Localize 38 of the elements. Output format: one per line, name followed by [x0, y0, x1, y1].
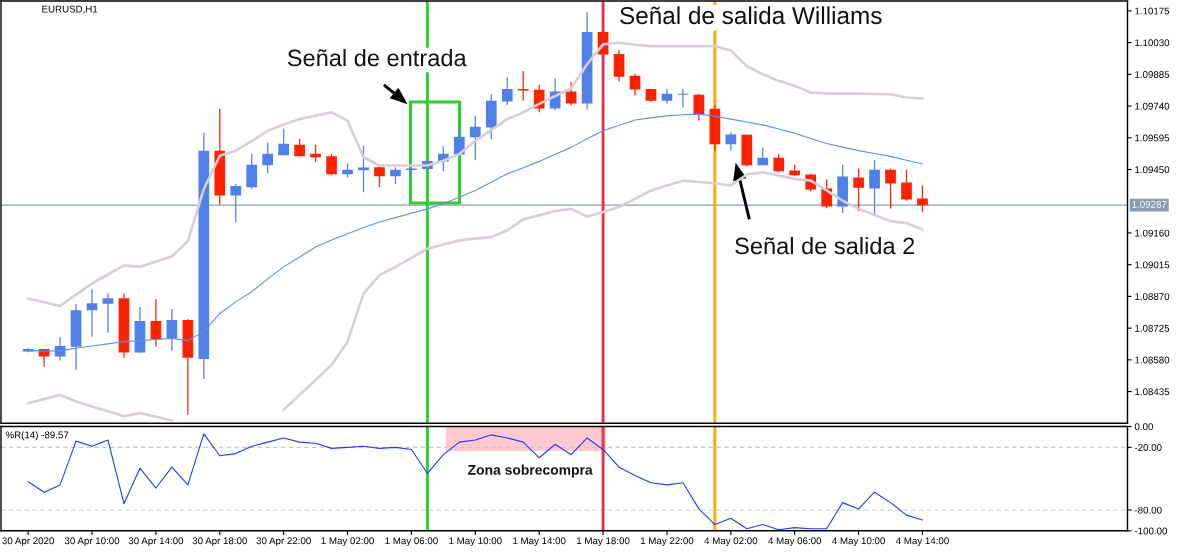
- y-tick-label: 1.09740: [1135, 102, 1170, 110]
- y-tick-label: 0.00: [1134, 423, 1153, 431]
- annotation: Señal de salida Williams: [620, 6, 882, 25]
- x-tick-label: 1 May 18:00: [577, 537, 630, 547]
- ref-line-label: 1.09287: [1132, 200, 1167, 208]
- chart-title: EURUSD,H1: [42, 5, 98, 14]
- y-tick-label: 1.09160: [1135, 229, 1170, 237]
- y-tick-label: 1.09595: [1135, 134, 1170, 142]
- x-tick-label: 30 Apr 10:00: [64, 537, 120, 547]
- x-tick-label: 4 May 14:00: [895, 537, 949, 547]
- annotation: Señal de entrada: [287, 48, 467, 67]
- y-tick-label: 1.09885: [1135, 71, 1170, 78]
- y-tick-label: 1.09015: [1135, 261, 1170, 269]
- y-tick-label: 1.08435: [1135, 388, 1170, 396]
- x-tick-label: 1 May 14:00: [513, 537, 566, 547]
- x-tick-label: 30 Apr 18:00: [192, 537, 247, 547]
- y-tick-label: 1.10175: [1135, 7, 1170, 15]
- x-tick-label: 4 May 06:00: [768, 537, 822, 547]
- y-tick-label: 1.09450: [1135, 166, 1170, 174]
- x-tick-label: 4 May 10:00: [832, 537, 885, 547]
- y-tick-label: 1.08580: [1135, 356, 1170, 364]
- chart-title: %R(14) -89.57: [5, 431, 69, 441]
- annotation: Zona sobrecompra: [468, 464, 593, 478]
- x-tick-label: 1 May 10:00: [449, 537, 502, 547]
- y-tick-label: 1.08725: [1135, 324, 1170, 332]
- y-tick-label: 1.08870: [1135, 293, 1170, 301]
- y-tick-label: -20.00: [1134, 444, 1162, 451]
- y-tick-label: -100.00: [1134, 527, 1168, 535]
- x-tick-label: 30 Apr 22:00: [256, 537, 311, 547]
- x-tick-label: 4 May 02:00: [704, 537, 758, 547]
- x-tick-label: 1 May 06:00: [385, 537, 438, 547]
- y-tick-label: -80.00: [1134, 506, 1162, 514]
- x-tick-label: 1 May 02:00: [321, 537, 374, 547]
- y-tick-label: 1.10030: [1135, 39, 1170, 47]
- x-tick-label: 30 Apr 14:00: [128, 537, 184, 547]
- x-tick-label: 30 Apr 2020: [2, 537, 54, 547]
- annotation: Señal de salida 2: [735, 237, 915, 255]
- x-tick-label: 1 May 22:00: [640, 537, 694, 547]
